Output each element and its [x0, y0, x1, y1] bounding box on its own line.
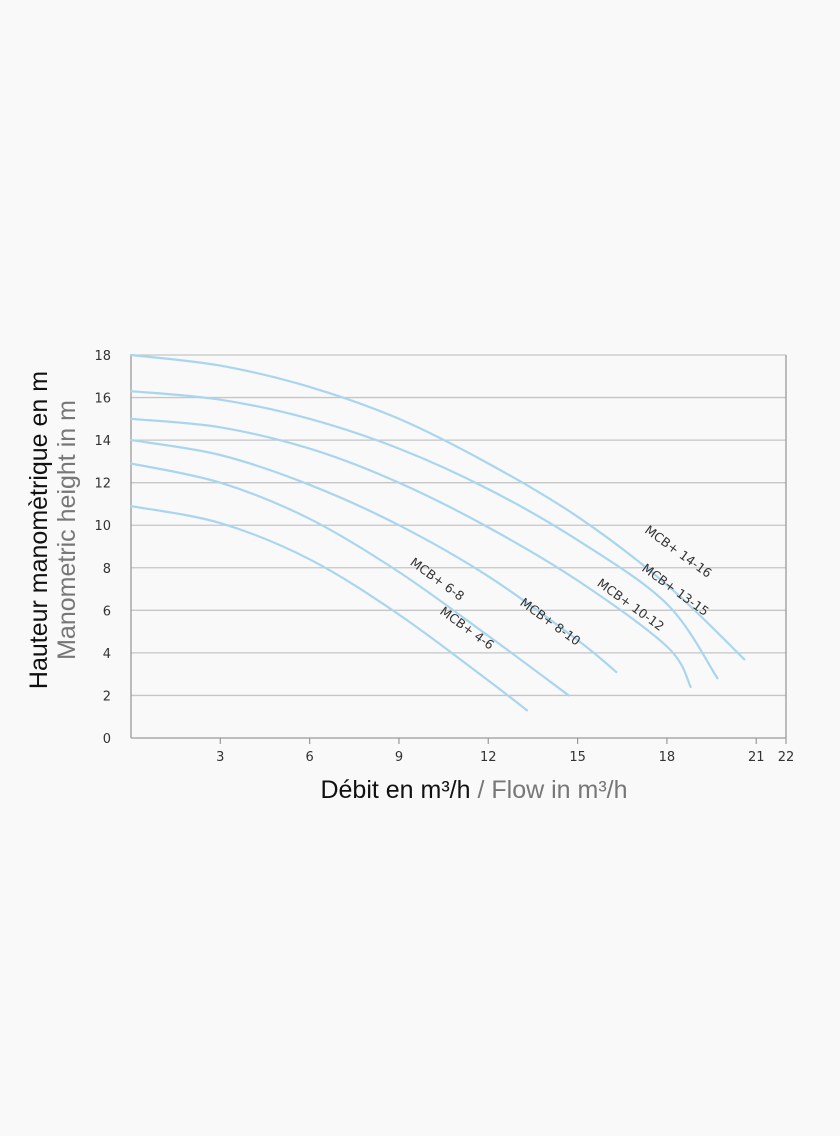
y-axis-title-primary: Hauteur manomètrique en m	[25, 371, 53, 689]
x-axis-title-separator: /	[471, 776, 492, 804]
curve-label-2: MCB+ 6-8	[407, 554, 467, 603]
x-tick-label-21: 21	[748, 750, 765, 765]
y-tick-label-4: 4	[103, 647, 111, 662]
x-tick-label-9: 9	[395, 750, 403, 765]
curve-5	[129, 390, 719, 680]
x-axis-title-primary: Débit en m³/h	[320, 776, 470, 804]
x-tick-label-6: 6	[305, 750, 313, 765]
y-tick-label-2: 2	[103, 689, 111, 704]
curve-4	[129, 417, 692, 688]
x-axis-title: Débit en m³/h / Flow in m³/h	[320, 776, 627, 804]
curves	[129, 353, 746, 712]
y-tick-label-12: 12	[94, 477, 111, 492]
y-axis-title-secondary: Manometric height in m	[53, 400, 81, 660]
y-tick-label-10: 10	[94, 519, 111, 534]
x-tick-label-22: 22	[778, 750, 795, 765]
tick-labels: 0 2 4 6 8 10 12 14 16 18 3 6 9 12 15 18 21 22	[94, 349, 794, 765]
x-axis-title-secondary: Flow in m³/h	[491, 776, 627, 804]
grid-lines	[131, 354, 786, 697]
curve-1	[129, 505, 529, 712]
x-tick-label-12: 12	[480, 750, 497, 765]
x-tick-label-18: 18	[659, 750, 676, 765]
curve-label-3: MCB+ 8-10	[517, 595, 583, 649]
y-tick-label-8: 8	[103, 562, 111, 577]
y-tick-label-6: 6	[103, 604, 111, 619]
x-tick-label-3: 3	[216, 750, 224, 765]
curve-2	[129, 462, 570, 697]
y-tick-label-16: 16	[94, 392, 111, 407]
curve-3	[129, 439, 618, 674]
y-tick-label-14: 14	[94, 434, 111, 449]
y-tick-label-0: 0	[103, 732, 111, 747]
x-tick-label-15: 15	[569, 750, 586, 765]
y-tick-label-18: 18	[94, 349, 111, 364]
curve-6	[129, 353, 746, 661]
